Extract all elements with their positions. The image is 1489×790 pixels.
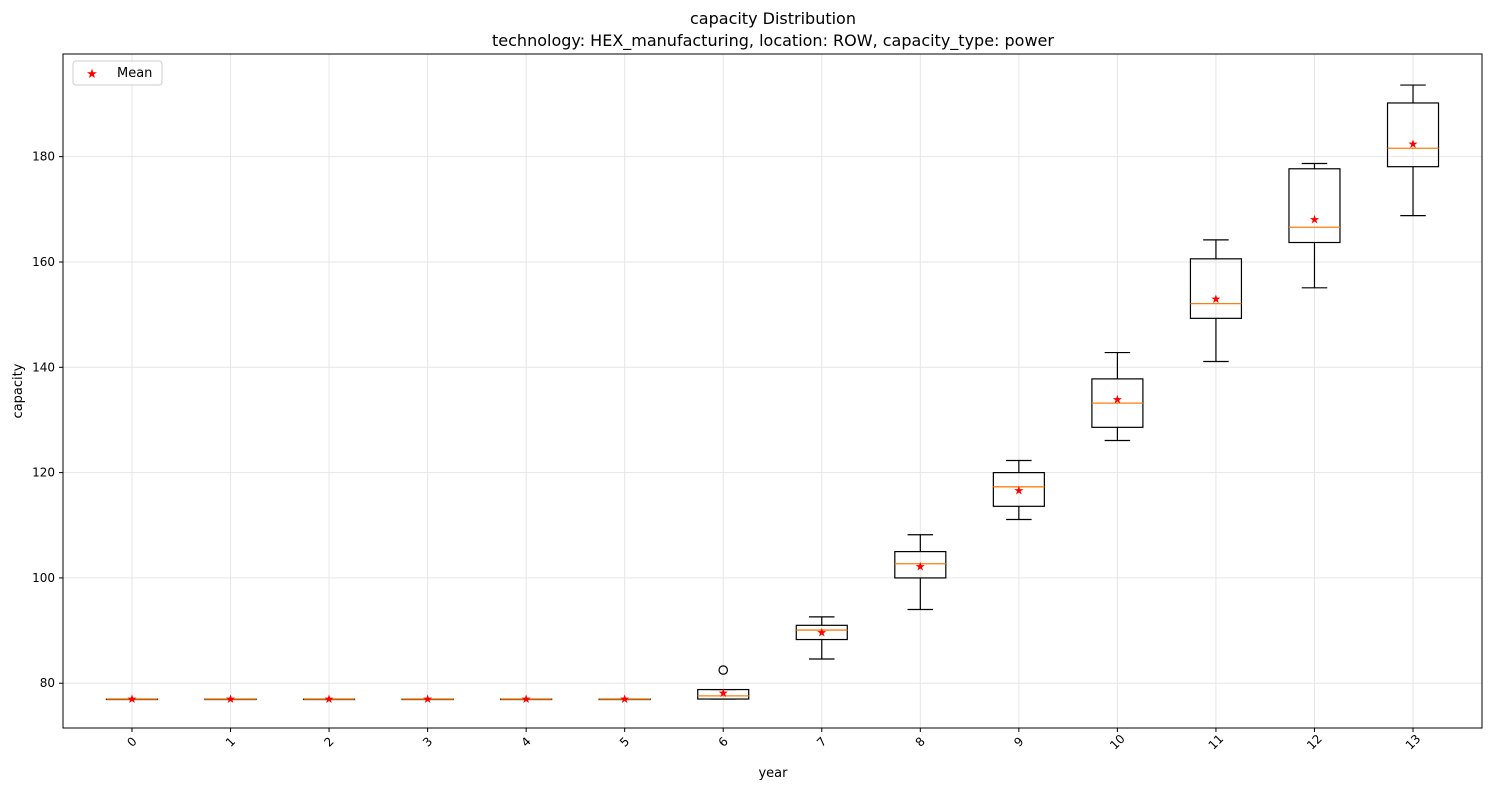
x-tick-label: 13	[1403, 732, 1424, 753]
x-tick-label: 4	[518, 734, 533, 749]
mean-marker: ★	[127, 692, 138, 706]
box-10: ★	[1091, 351, 1144, 442]
box-iqr	[1288, 168, 1341, 244]
y-axis: 80 100 120 140 160 180	[32, 150, 63, 690]
y-tick-label: 120	[32, 466, 55, 480]
box-1: ★	[204, 692, 257, 706]
box-5: ★	[598, 692, 651, 706]
y-tick-label: 140	[32, 360, 55, 374]
legend-frame	[72, 60, 163, 86]
box-12: ★	[1288, 162, 1341, 289]
x-tick-label: 8	[913, 734, 928, 749]
mean-marker: ★	[718, 686, 729, 700]
legend-star-icon: ★	[86, 67, 98, 82]
mean-marker: ★	[1112, 392, 1123, 406]
box-4: ★	[500, 692, 553, 706]
y-tick-label: 180	[32, 150, 55, 164]
box-0: ★	[105, 692, 159, 706]
mean-marker: ★	[324, 692, 335, 706]
mean-marker: ★	[521, 692, 532, 706]
chart-subtitle: technology: HEX_manufacturing, location:…	[492, 31, 1054, 51]
plot-area-frame	[62, 53, 1483, 729]
legend: ★ Mean	[72, 60, 163, 86]
x-tick-label: 6	[716, 734, 731, 749]
x-axis: 0 1 2 3 4 5 6 7 8 9 10 11 12 13	[124, 728, 1423, 752]
mean-marker: ★	[915, 559, 926, 573]
x-tick-label: 5	[617, 734, 632, 749]
outlier-point	[718, 665, 729, 675]
y-axis-label: capacity	[11, 363, 26, 418]
x-axis-label: year	[758, 766, 788, 781]
grid-lines	[63, 54, 1482, 728]
mean-marker: ★	[1211, 292, 1222, 306]
mean-marker: ★	[225, 692, 236, 706]
x-tick-label: 2	[321, 734, 336, 749]
mean-marker: ★	[1408, 137, 1419, 151]
box-iqr	[894, 551, 947, 579]
mean-marker: ★	[422, 692, 433, 706]
box-8: ★	[894, 534, 947, 611]
box-iqr	[697, 688, 750, 700]
x-tick-label: 7	[814, 734, 829, 749]
box-iqr	[1386, 102, 1440, 168]
y-tick-label: 100	[32, 571, 55, 585]
box-iqr	[992, 472, 1045, 507]
box-11: ★	[1189, 239, 1243, 363]
x-tick-label: 3	[420, 734, 435, 749]
x-tick-label: 10	[1107, 732, 1128, 753]
box-iqr	[795, 624, 848, 641]
legend-label-mean: Mean	[117, 66, 152, 81]
y-tick-label: 80	[40, 676, 55, 690]
mean-marker: ★	[619, 692, 630, 706]
x-tick-label: 11	[1206, 732, 1227, 753]
mean-marker: ★	[1013, 484, 1024, 498]
x-tick-label: 1	[223, 734, 238, 749]
x-tick-label: 12	[1304, 732, 1325, 753]
box-9: ★	[992, 459, 1045, 521]
box-7: ★	[795, 616, 848, 660]
box-13: ★	[1386, 84, 1440, 217]
x-tick-label: 9	[1011, 734, 1026, 749]
chart-title: capacity Distribution	[690, 9, 856, 28]
box-series: ★ ★ ★ ★ ★ ★ ★ ★ ★ ★ ★ ★ ★ ★	[105, 84, 1440, 706]
mean-marker: ★	[816, 626, 827, 640]
box-6: ★	[697, 665, 750, 700]
box-iqr	[1189, 258, 1243, 319]
box-2: ★	[302, 692, 356, 706]
box-3: ★	[401, 692, 454, 706]
x-tick-label: 0	[124, 734, 139, 749]
mean-marker: ★	[1309, 212, 1320, 226]
y-tick-label: 160	[32, 255, 55, 269]
